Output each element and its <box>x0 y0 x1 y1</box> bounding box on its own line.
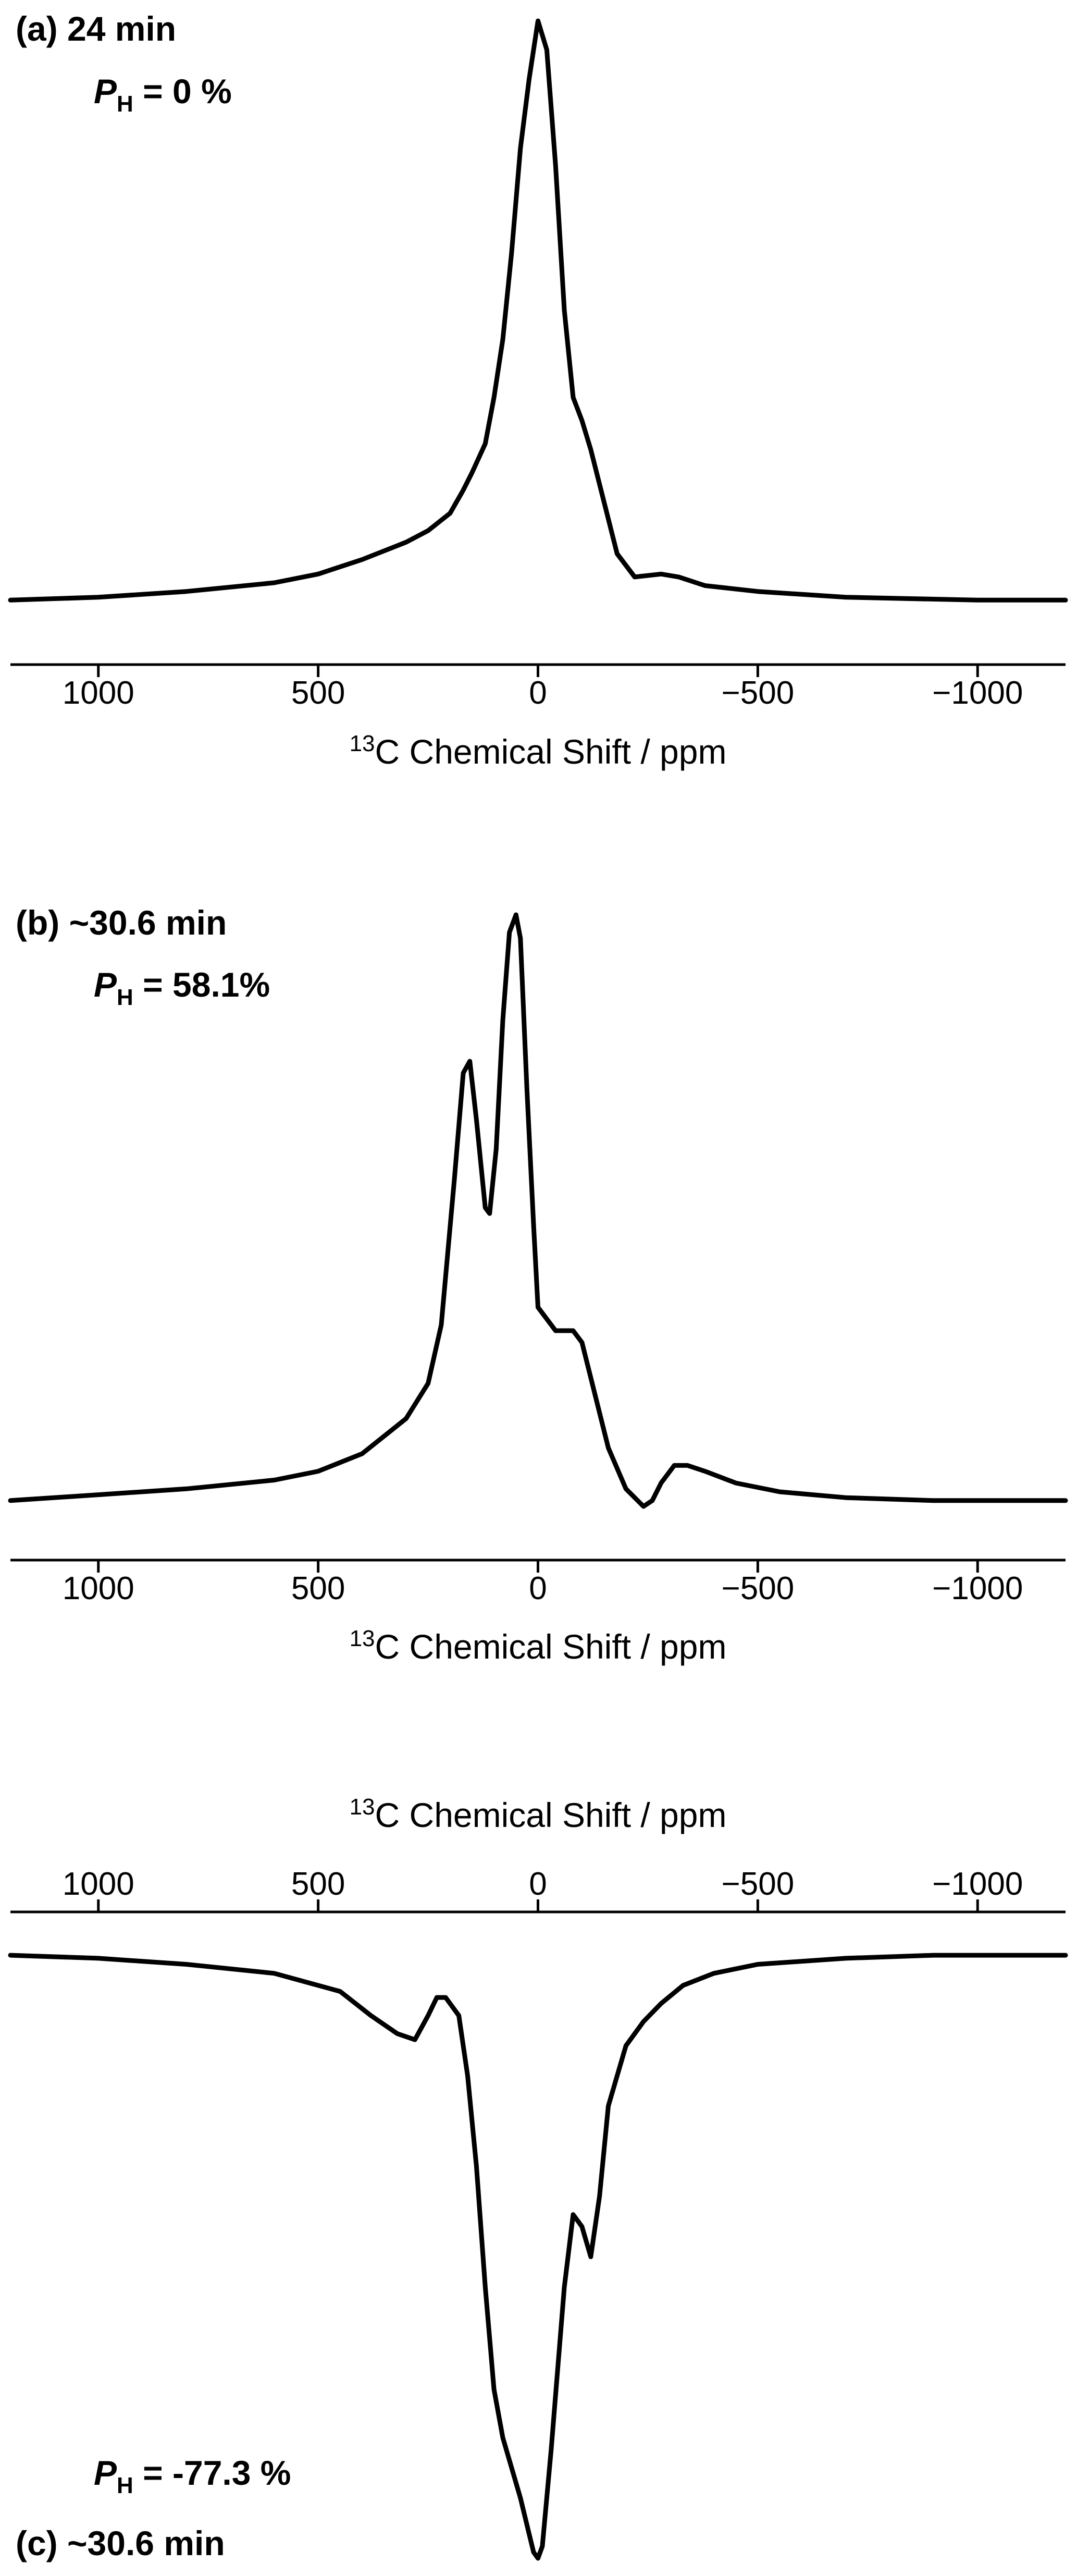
panel-b-plot: 1000 500 0 −500 −1000 13C Chemical Shift / pp… <box>8 912 1068 1666</box>
panel-c-plot: 1000 500 0 −500 −1000 13C Chemical Shift / pp… <box>8 1794 1068 2561</box>
panel-c: PH = -77.3 % (c) ~30.6 min 1000 500 0 −500 −… <box>8 1794 1068 2562</box>
panel-b-spectrum-line <box>8 912 1068 1509</box>
panel-c-x-tick-label: −1000 <box>932 1866 1023 1902</box>
panel-a-x-tick-label: −500 <box>722 675 795 711</box>
panel-b: (b) ~30.6 min PH = 58.1% 1000 500 0 −500 −10… <box>8 903 1068 1666</box>
panel-b-x-tick-label: 1000 <box>63 1571 134 1606</box>
panel-b-polarization: PH = 58.1% <box>94 965 270 1010</box>
panel-c-label: (c) ~30.6 min <box>16 2524 225 2562</box>
panel-c-x-tick-label: −500 <box>722 1866 795 1902</box>
panel-c-spectrum-line <box>8 1953 1068 2561</box>
panel-a-label: (a) 24 min <box>16 9 176 48</box>
panel-a-x-axis-title: 13C Chemical Shift / ppm <box>350 731 727 771</box>
panel-c-x-tick-label: 0 <box>529 1866 547 1902</box>
panel-b-x-tick-label: 500 <box>291 1571 345 1606</box>
panel-b-label: (b) ~30.6 min <box>16 903 227 942</box>
panel-a-x-tick-label: 0 <box>529 675 547 711</box>
panel-b-x-axis-title: 13C Chemical Shift / ppm <box>350 1626 727 1666</box>
panel-c-x-tick-label: 500 <box>291 1866 345 1902</box>
panel-a-x-tick-label: −1000 <box>932 675 1023 711</box>
panel-c-x-tick-label: 1000 <box>63 1866 134 1902</box>
panel-c-x-axis-title: 13C Chemical Shift / ppm <box>350 1794 727 1834</box>
panel-a: (a) 24 min PH = 0 % 1000 500 0 −500 −1000 13C… <box>8 9 1068 771</box>
panel-a-spectrum-line <box>8 18 1068 603</box>
panel-b-x-tick-label: 0 <box>529 1571 547 1606</box>
panel-b-x-tick-label: −500 <box>722 1571 795 1606</box>
panel-c-polarization: PH = -77.3 % <box>94 2454 291 2498</box>
panel-a-plot: 1000 500 0 −500 −1000 13C Chemical Shift / pp… <box>8 18 1068 771</box>
panel-a-polarization: PH = 0 % <box>94 72 232 117</box>
panel-a-x-tick-label: 1000 <box>63 675 134 711</box>
panel-a-x-tick-label: 500 <box>291 675 345 711</box>
panel-b-x-tick-label: −1000 <box>932 1571 1023 1606</box>
